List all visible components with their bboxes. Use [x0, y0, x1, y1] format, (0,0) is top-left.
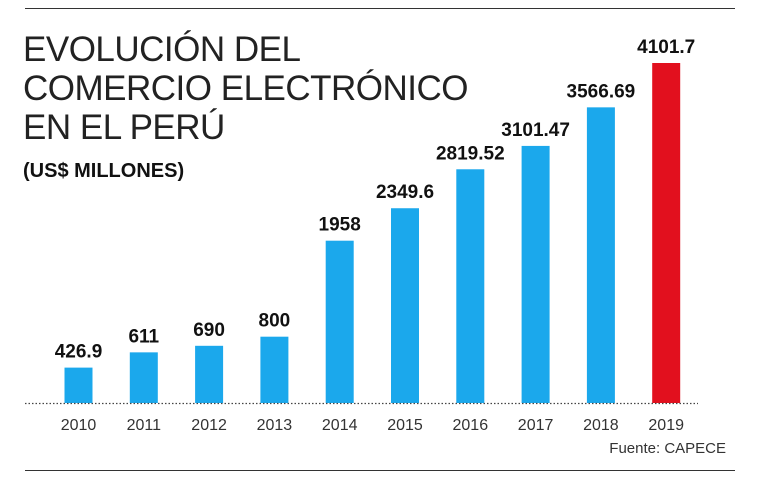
bar-2012: [195, 345, 224, 403]
data-label-2015: 2349.6: [376, 182, 434, 203]
x-tick-2015: 2015: [387, 417, 423, 434]
bar-2016: [456, 169, 485, 403]
bar-2011: [129, 352, 158, 403]
x-tick-2018: 2018: [583, 417, 619, 434]
source-note: Fuente: CAPECE: [609, 440, 726, 457]
chart-subtitle: (US$ MILLONES): [23, 160, 185, 182]
x-tick-2016: 2016: [453, 417, 489, 434]
bar-2018: [586, 107, 615, 403]
data-label-2012: 690: [193, 320, 225, 341]
bottom-rule: [25, 470, 735, 471]
title-line-3: EN EL PERÚ: [23, 108, 225, 147]
bar-2017: [521, 145, 550, 403]
x-tick-2013: 2013: [257, 417, 293, 434]
data-label-2017: 3101.47: [501, 120, 570, 141]
title-line-2: COMERCIO ELECTRÓNICO: [23, 69, 469, 108]
data-label-2014: 1958: [319, 215, 361, 236]
top-rule: [25, 8, 735, 9]
x-tick-2017: 2017: [518, 417, 554, 434]
chart-title: EVOLUCIÓN DEL COMERCIO ELECTRÓNICO EN EL…: [23, 30, 469, 147]
data-label-2013: 800: [259, 311, 291, 332]
x-tick-2014: 2014: [322, 417, 358, 434]
x-tick-2011: 2011: [127, 417, 162, 434]
title-line-1: EVOLUCIÓN DEL: [23, 30, 301, 69]
bar-2014: [325, 240, 354, 403]
bar-2010: [64, 367, 93, 403]
x-tick-2010: 2010: [61, 417, 97, 434]
data-label-2016: 2819.52: [436, 143, 505, 164]
x-tick-2019: 2019: [648, 417, 684, 434]
data-label-2010: 426.9: [55, 342, 103, 363]
bar-2019: [652, 63, 681, 403]
bar-2015: [391, 208, 419, 403]
data-label-2018: 3566.69: [567, 81, 636, 102]
data-label-2019: 4101.7: [637, 37, 695, 58]
bar-2013: [260, 336, 289, 403]
x-tick-2012: 2012: [191, 417, 227, 434]
data-label-2011: 611: [128, 326, 159, 347]
